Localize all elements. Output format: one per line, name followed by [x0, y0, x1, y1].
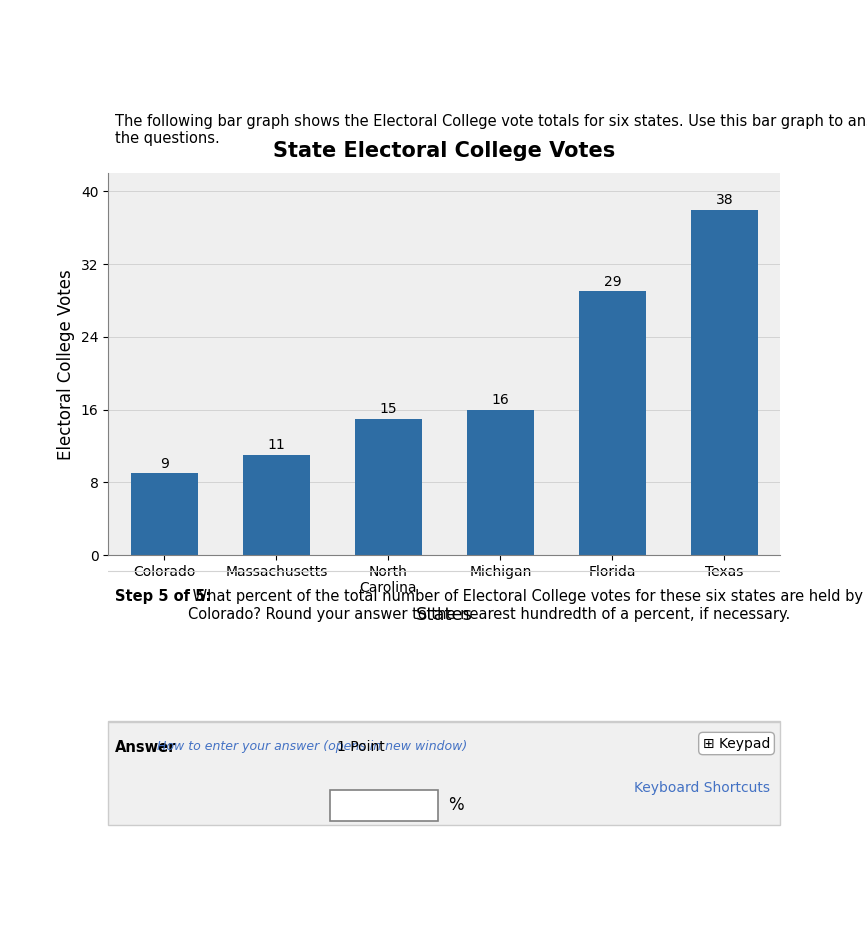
FancyBboxPatch shape [330, 790, 438, 821]
Text: How to enter your answer (opens in new window): How to enter your answer (opens in new w… [157, 740, 467, 753]
FancyBboxPatch shape [108, 721, 780, 825]
X-axis label: States: States [416, 606, 473, 624]
Text: 15: 15 [380, 402, 397, 416]
Text: 9: 9 [160, 457, 169, 471]
Text: Answer: Answer [115, 740, 177, 755]
Text: 38: 38 [715, 193, 733, 207]
Text: What percent of the total number of Electoral College votes for these six states: What percent of the total number of Elec… [187, 590, 863, 622]
Text: 11: 11 [268, 438, 285, 452]
Text: ⊞ Keypad: ⊞ Keypad [703, 737, 770, 751]
Text: Keyboard Shortcuts: Keyboard Shortcuts [635, 781, 770, 795]
Bar [466, 410, 534, 555]
Bar [579, 291, 646, 555]
Text: The following bar graph shows the Electoral College vote totals for six states. : The following bar graph shows the Electo… [115, 114, 867, 146]
Text: 1 Point: 1 Point [337, 740, 385, 754]
Text: Step 5 of 5:: Step 5 of 5: [115, 590, 212, 604]
Text: 29: 29 [603, 274, 621, 288]
Bar [691, 210, 758, 555]
Bar [355, 419, 422, 555]
Y-axis label: Electoral College Votes: Electoral College Votes [57, 269, 75, 460]
Text: %: % [447, 796, 463, 814]
Bar [243, 455, 310, 555]
Title: State Electoral College Votes: State Electoral College Votes [273, 141, 616, 160]
Bar [131, 474, 198, 555]
Text: 16: 16 [492, 393, 509, 407]
